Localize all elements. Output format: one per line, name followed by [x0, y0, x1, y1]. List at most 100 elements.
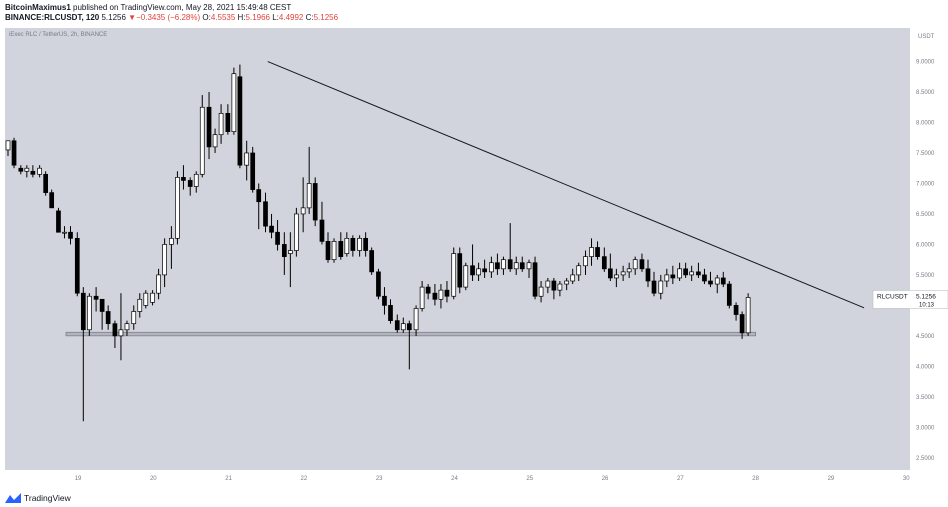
candle[interactable]	[312, 177, 318, 227]
candle[interactable]	[350, 235, 356, 257]
candle[interactable]	[626, 262, 632, 278]
candle[interactable]	[470, 244, 475, 282]
candle[interactable]	[137, 293, 143, 318]
candle[interactable]	[664, 268, 670, 288]
candle[interactable]	[206, 92, 212, 160]
candle[interactable]	[425, 284, 431, 300]
candle[interactable]	[281, 232, 287, 275]
candle[interactable]	[275, 220, 280, 251]
candle[interactable]	[720, 271, 726, 288]
candle[interactable]	[726, 281, 732, 309]
candle[interactable]	[432, 284, 438, 306]
candle[interactable]	[250, 146, 256, 193]
candle[interactable]	[388, 299, 393, 324]
candle[interactable]	[501, 256, 506, 275]
candle[interactable]	[80, 287, 86, 422]
candle[interactable]	[181, 165, 186, 190]
candle[interactable]	[331, 238, 337, 263]
candle[interactable]	[263, 192, 268, 233]
candle[interactable]	[369, 247, 375, 275]
candle[interactable]	[325, 232, 331, 263]
candle[interactable]	[739, 311, 745, 339]
candle[interactable]	[570, 268, 576, 285]
candle[interactable]	[400, 317, 406, 333]
candle[interactable]	[670, 265, 676, 285]
candle[interactable]	[118, 293, 124, 361]
candle[interactable]	[306, 146, 312, 214]
candle[interactable]	[614, 268, 619, 288]
candle[interactable]	[708, 271, 713, 288]
candle[interactable]	[607, 253, 613, 282]
candle[interactable]	[269, 213, 274, 239]
candle[interactable]	[175, 171, 180, 245]
candle[interactable]	[519, 256, 525, 272]
candle[interactable]	[62, 226, 67, 239]
candle[interactable]	[482, 259, 487, 278]
candle[interactable]	[444, 281, 450, 303]
candle[interactable]	[526, 259, 532, 278]
candle[interactable]	[495, 253, 500, 275]
candle[interactable]	[645, 259, 651, 288]
candle[interactable]	[56, 207, 61, 233]
candle[interactable]	[564, 277, 570, 291]
candle[interactable]	[193, 171, 199, 193]
candle[interactable]	[105, 305, 111, 330]
candle[interactable]	[37, 165, 42, 178]
time-axis[interactable]	[5, 470, 910, 484]
candle[interactable]	[451, 247, 457, 300]
candle[interactable]	[406, 320, 412, 370]
candle[interactable]	[231, 67, 237, 135]
candle[interactable]	[124, 320, 130, 336]
candle[interactable]	[489, 256, 494, 278]
candle[interactable]	[714, 274, 720, 294]
candle[interactable]	[212, 128, 218, 153]
candle[interactable]	[413, 305, 419, 336]
candle[interactable]	[419, 281, 425, 312]
candle[interactable]	[457, 247, 463, 294]
candle[interactable]	[382, 287, 387, 315]
candle[interactable]	[49, 189, 55, 209]
candle[interactable]	[338, 232, 344, 260]
candle[interactable]	[363, 232, 368, 257]
candle[interactable]	[237, 64, 243, 169]
candle[interactable]	[745, 293, 751, 336]
candle[interactable]	[589, 238, 594, 266]
candle[interactable]	[162, 238, 167, 288]
candle[interactable]	[551, 277, 557, 300]
candle[interactable]	[357, 235, 362, 257]
candle[interactable]	[18, 165, 24, 175]
candle[interactable]	[294, 207, 299, 257]
candle[interactable]	[199, 95, 205, 178]
candle[interactable]	[99, 298, 105, 330]
candle[interactable]	[344, 232, 350, 257]
plot-background[interactable]	[5, 28, 910, 470]
candle[interactable]	[463, 262, 469, 291]
candle[interactable]	[11, 137, 17, 169]
candle[interactable]	[143, 290, 149, 309]
candle[interactable]	[43, 171, 49, 196]
candle[interactable]	[187, 177, 193, 196]
candle[interactable]	[244, 140, 250, 181]
candle[interactable]	[288, 232, 293, 288]
candle[interactable]	[150, 290, 155, 306]
candle[interactable]	[513, 256, 519, 275]
candle[interactable]	[131, 305, 137, 330]
candle[interactable]	[651, 271, 657, 297]
candle[interactable]	[169, 226, 174, 269]
candle[interactable]	[300, 177, 306, 233]
candle[interactable]	[507, 223, 513, 272]
candle[interactable]	[702, 268, 707, 285]
candle[interactable]	[112, 320, 118, 349]
candle[interactable]	[696, 262, 701, 278]
descending-trendline[interactable]	[267, 61, 865, 309]
candle[interactable]	[677, 262, 682, 282]
candle[interactable]	[376, 268, 381, 300]
candle[interactable]	[476, 262, 481, 282]
candle[interactable]	[576, 262, 582, 282]
candle[interactable]	[225, 104, 231, 135]
candle[interactable]	[86, 293, 92, 336]
price-chart[interactable]: iExec RLC / TetherUS, 2h, BINANCE USDT 9…	[0, 0, 948, 490]
candle[interactable]	[5, 140, 11, 157]
candle[interactable]	[156, 268, 161, 300]
candle[interactable]	[639, 253, 645, 272]
